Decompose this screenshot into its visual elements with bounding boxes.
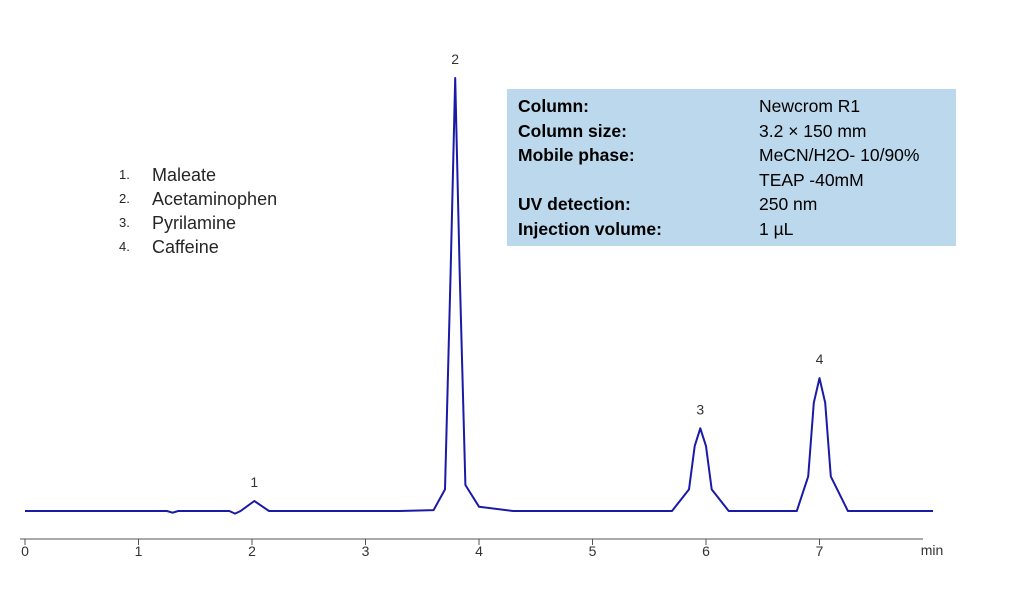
condition-label: Injection volume: (518, 218, 662, 239)
condition-injection-volume: Injection volume: 1 µL (518, 217, 956, 242)
x-tick-label: 3 (362, 543, 370, 559)
legend-item-4: 4. Caffeine (119, 235, 277, 259)
condition-buffer: TEAP -40mM (518, 168, 956, 193)
legend-number: 2. (119, 191, 130, 206)
chromatogram-trace (25, 77, 933, 515)
x-tick-label: 5 (589, 543, 597, 559)
peak-label: 4 (816, 351, 824, 367)
legend-number: 3. (119, 215, 130, 230)
x-tick-label: 7 (816, 543, 824, 559)
x-axis-label: min (921, 542, 944, 558)
x-tick-label: 6 (702, 543, 710, 559)
peak-label: 2 (451, 51, 459, 67)
condition-value: 250 nm (759, 194, 818, 214)
x-tick-label: 0 (21, 543, 29, 559)
x-tick-label: 4 (475, 543, 483, 559)
condition-value: 3.2 × 150 mm (759, 120, 867, 141)
compound-legend: 1. Maleate 2. Acetaminophen 3. Pyrilamine 4… (119, 163, 277, 259)
condition-label: Mobile phase: (518, 145, 635, 165)
legend-name: Pyrilamine (152, 213, 237, 233)
condition-column-size: Column size: 3.2 × 150 mm (518, 119, 956, 144)
condition-label: Column: (518, 96, 589, 116)
condition-value: TEAP -40mM (759, 169, 864, 190)
peak-label: 1 (250, 474, 258, 490)
legend-name: Maleate (152, 165, 217, 185)
legend-number: 1. (119, 167, 130, 182)
legend-item-2: 2. Acetaminophen (119, 187, 277, 211)
legend-item-1: 1. Maleate (119, 163, 277, 187)
conditions-box: Column: Newcrom R1 Column size: 3.2 × 150 … (507, 89, 956, 246)
peak-label: 3 (696, 401, 704, 417)
condition-label: Column size: (518, 120, 627, 141)
legend-item-3: 3. Pyrilamine (119, 211, 277, 235)
legend-name: Acetaminophen (152, 189, 278, 209)
legend-number: 4. (119, 239, 130, 254)
condition-mobile-phase: Mobile phase: MeCN/H2O- 10/90% (518, 143, 956, 168)
x-tick-label: 2 (248, 543, 256, 559)
condition-value: MeCN/H2O- 10/90% (759, 145, 920, 165)
condition-value: Newcrom R1 (759, 96, 861, 116)
condition-label: UV detection: (518, 194, 631, 214)
x-tick-label: 1 (135, 543, 143, 559)
condition-uv-detection: UV detection: 250 nm (518, 192, 956, 217)
condition-column: Column: Newcrom R1 (518, 94, 956, 119)
legend-name: Caffeine (152, 237, 219, 257)
condition-value: 1 µL (759, 218, 794, 239)
